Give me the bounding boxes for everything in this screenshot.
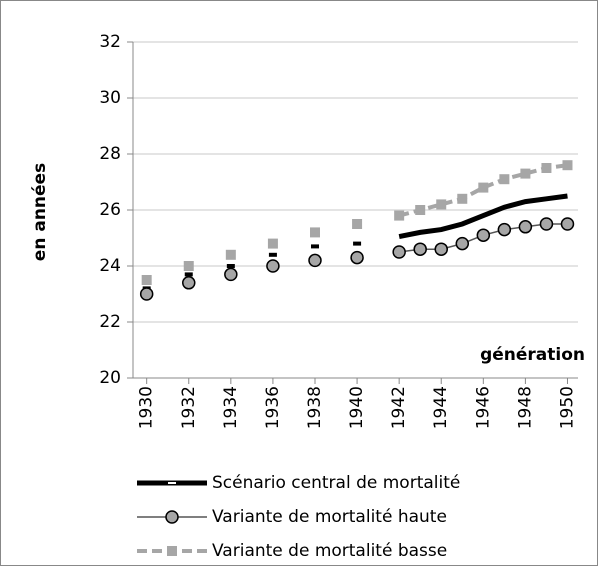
point xyxy=(226,264,235,268)
legend-marker xyxy=(168,482,176,484)
point xyxy=(518,220,533,234)
y-tick-label: 32 xyxy=(99,32,121,52)
legend-label: Scénario central de mortalité xyxy=(212,473,460,493)
point xyxy=(352,219,363,229)
point xyxy=(499,174,510,185)
x-tick-label: 1940 xyxy=(347,386,367,429)
point xyxy=(267,238,278,249)
point xyxy=(434,242,448,256)
point xyxy=(560,217,575,231)
point xyxy=(309,227,320,238)
point xyxy=(476,228,491,242)
point xyxy=(394,210,405,221)
x-tick-label: 1946 xyxy=(473,386,493,429)
y-tick-label: 20 xyxy=(99,368,121,388)
point xyxy=(183,261,194,271)
point xyxy=(182,276,196,290)
x-tick-label: 1942 xyxy=(389,386,409,429)
x-tick-label: 1944 xyxy=(431,386,451,429)
x-tick-label: 1934 xyxy=(221,386,241,429)
x-tick-label: 1950 xyxy=(557,386,577,429)
point xyxy=(436,199,447,210)
point xyxy=(457,193,468,204)
point xyxy=(413,242,427,256)
point xyxy=(392,245,406,259)
point xyxy=(268,252,277,257)
point xyxy=(224,267,238,282)
point xyxy=(308,253,322,268)
x-tick-label: 1938 xyxy=(305,386,325,429)
point xyxy=(520,168,531,179)
point xyxy=(139,287,154,301)
point xyxy=(266,259,280,273)
x-tick-label: 1930 xyxy=(137,386,157,429)
x-tick-label: 1932 xyxy=(179,386,199,429)
point xyxy=(350,250,364,265)
legend-marker xyxy=(167,546,177,556)
x-axis-label: génération xyxy=(480,345,585,365)
point xyxy=(478,182,489,193)
x-tick-label: 1936 xyxy=(263,386,283,429)
legend-label: Variante de mortalité haute xyxy=(212,507,447,527)
point xyxy=(141,275,152,285)
y-tick-label: 26 xyxy=(99,200,121,220)
point xyxy=(455,236,470,251)
point xyxy=(541,163,552,173)
point xyxy=(539,217,554,231)
point xyxy=(310,244,319,249)
legend-marker xyxy=(165,510,179,524)
y-axis-label: en années xyxy=(30,163,50,261)
point xyxy=(353,241,362,246)
legend-label: Variante de mortalité basse xyxy=(212,541,447,561)
y-tick-label: 28 xyxy=(99,144,121,164)
series-line xyxy=(398,193,568,240)
y-tick-label: 22 xyxy=(99,312,121,332)
point xyxy=(415,205,426,215)
y-tick-label: 24 xyxy=(99,256,121,276)
x-tick-label: 1948 xyxy=(515,386,535,429)
point xyxy=(562,160,573,171)
point xyxy=(225,249,236,260)
y-tick-label: 30 xyxy=(99,88,121,108)
point xyxy=(497,222,512,237)
point xyxy=(184,272,193,277)
